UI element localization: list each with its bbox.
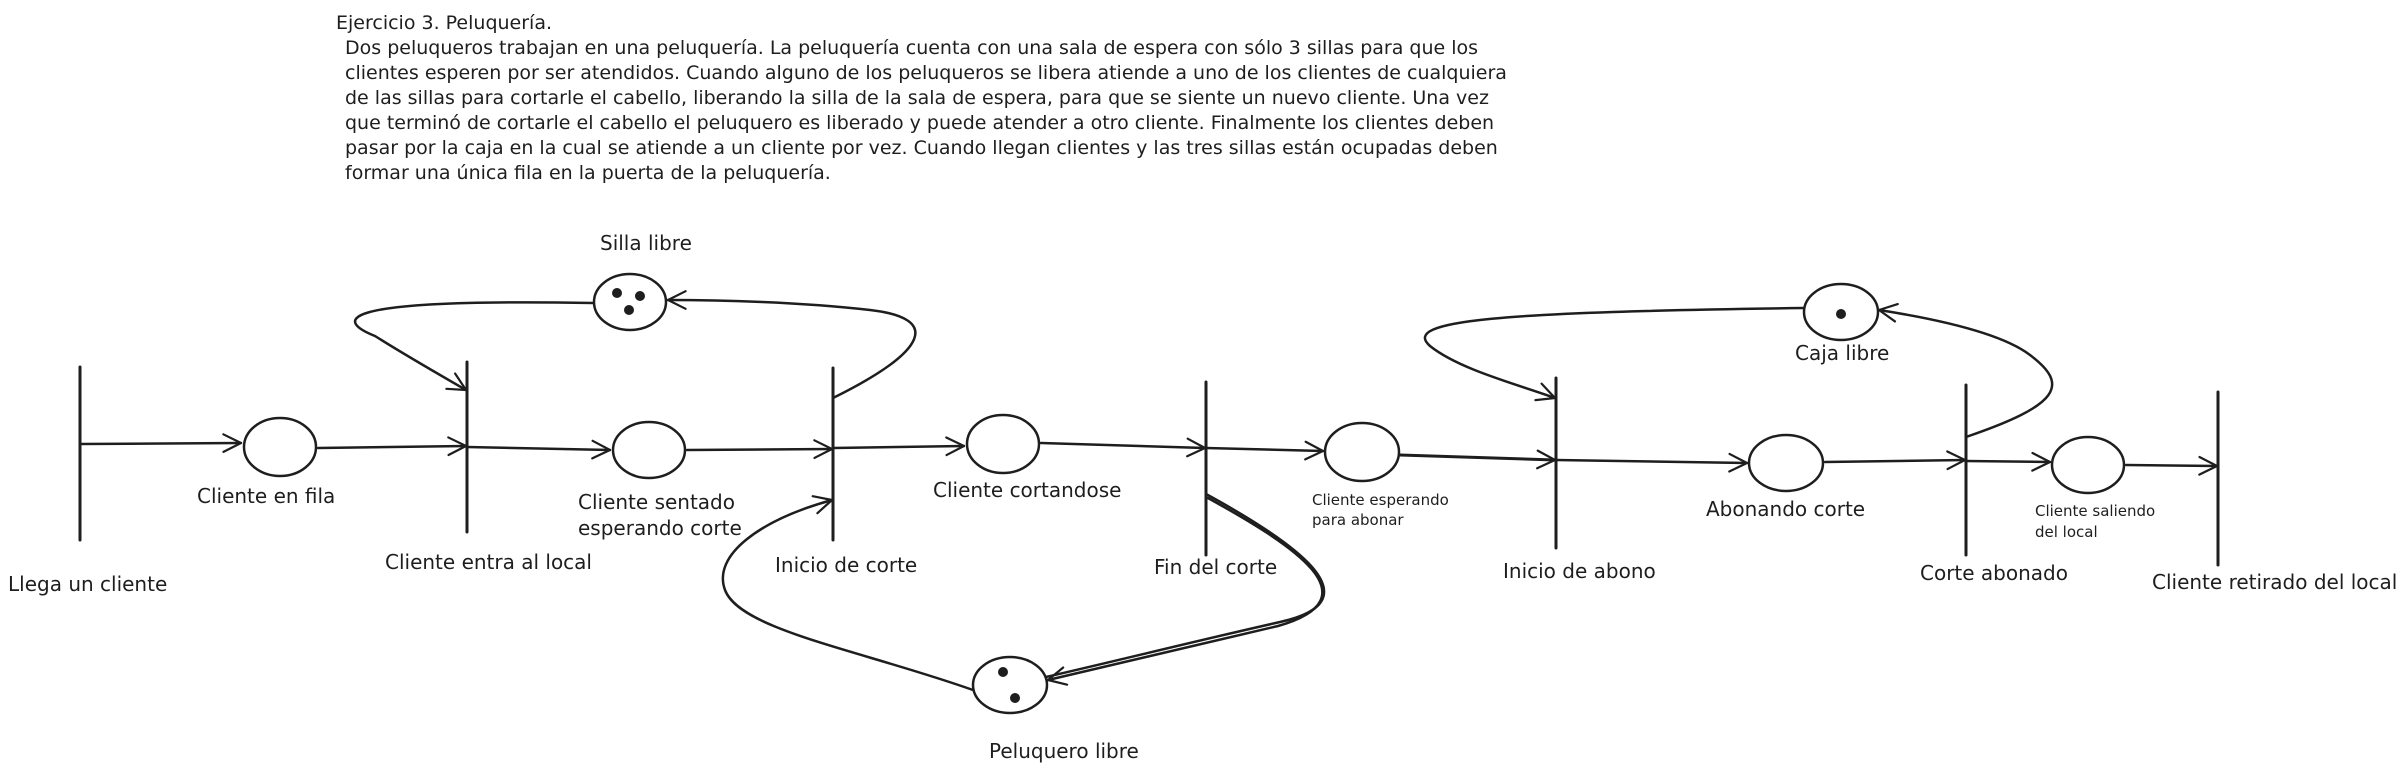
labels: Llega un cliente Cliente entra al local … xyxy=(8,231,2397,763)
arc xyxy=(78,433,243,454)
arc xyxy=(1964,451,2052,472)
place-label: del local xyxy=(2035,523,2098,541)
place-label: Silla libre xyxy=(600,231,692,255)
token xyxy=(1836,309,1846,319)
token xyxy=(624,305,634,315)
place-label: para abonar xyxy=(1312,511,1404,529)
place-label: Cliente esperando xyxy=(1312,491,1449,509)
place-label: Cliente cortandose xyxy=(933,478,1121,502)
arc xyxy=(685,439,834,460)
arc xyxy=(1423,306,1806,402)
place-cliente-sentado xyxy=(611,420,687,480)
arc xyxy=(1044,492,1326,679)
transition-label: Inicio de abono xyxy=(1503,559,1656,583)
place-label: Cliente en fila xyxy=(197,484,335,508)
transition-label: Fin del corte xyxy=(1154,555,1277,579)
place-cliente-esperando-abonar xyxy=(1323,421,1401,483)
arc xyxy=(1039,437,1207,458)
place-label: Abonando corte xyxy=(1706,497,1865,521)
place-label: Caja libre xyxy=(1795,341,1889,365)
place-cliente-saliendo xyxy=(2050,435,2126,495)
place-peluquero-libre xyxy=(971,655,1049,715)
arc xyxy=(1877,302,2054,439)
token xyxy=(1010,693,1020,703)
problem-text: Dos peluqueros trabajan en una peluquerí… xyxy=(345,37,1507,184)
place-label: Cliente sentado xyxy=(578,490,735,514)
arc xyxy=(1204,440,1325,461)
place-cliente-en-fila xyxy=(242,416,318,478)
arc xyxy=(831,436,966,457)
arc xyxy=(666,290,917,400)
place-caja-libre xyxy=(1802,282,1880,342)
transition-label: Cliente retirado del local xyxy=(2152,570,2397,594)
arc xyxy=(316,436,468,457)
arc xyxy=(2124,455,2219,476)
place-label: Cliente saliendo xyxy=(2035,502,2155,520)
token xyxy=(612,288,622,298)
arc xyxy=(1823,450,1967,471)
transition-label: Cliente entra al local xyxy=(385,550,592,574)
token xyxy=(998,667,1008,677)
problem-statement: Ejercicio 3. Peluquería. Dos peluqueros … xyxy=(336,10,1566,186)
place-abonando-corte xyxy=(1747,433,1825,493)
place-cliente-cortandose xyxy=(965,413,1041,475)
place-silla-libre xyxy=(592,272,668,332)
token xyxy=(635,291,645,301)
arcs xyxy=(78,290,2219,692)
arc xyxy=(721,495,975,692)
arc xyxy=(1398,449,1557,470)
place-label: esperando corte xyxy=(578,516,742,540)
arc xyxy=(1046,496,1324,686)
arc xyxy=(353,301,595,392)
problem-title: Ejercicio 3. Peluquería. xyxy=(336,12,553,34)
arc xyxy=(465,439,612,460)
transition-label: Corte abonado xyxy=(1920,561,2068,585)
transition-label: Inicio de corte xyxy=(775,553,917,577)
arc xyxy=(1554,452,1749,473)
place-label: Peluquero libre xyxy=(989,739,1139,763)
transition-label: Llega un cliente xyxy=(8,572,167,596)
